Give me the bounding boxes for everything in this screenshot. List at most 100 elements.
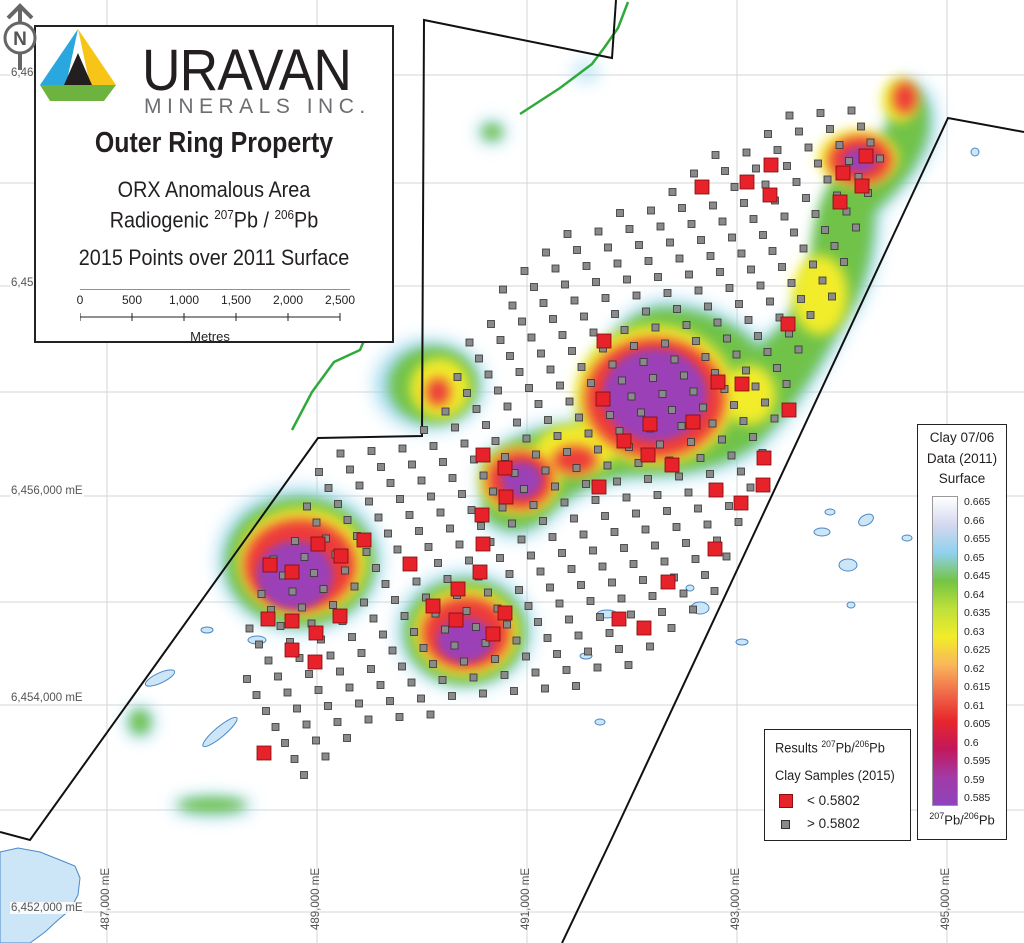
legend-value: 0.595 bbox=[964, 755, 991, 767]
property-title: Outer Ring Property bbox=[94, 127, 334, 159]
clay-sample-point bbox=[594, 227, 603, 236]
surface-legend: Clay 07/06 Data (2011) Surface 0.665 0.66… bbox=[917, 424, 1007, 840]
clay-sample-point bbox=[751, 382, 760, 391]
clay-sample-point bbox=[405, 511, 414, 519]
legend-color-ramp bbox=[932, 496, 958, 806]
clay-sample-point-low bbox=[756, 450, 772, 466]
clay-sample-point bbox=[580, 312, 588, 321]
clay-sample-point bbox=[424, 543, 433, 551]
clay-sample-point bbox=[475, 354, 483, 363]
clay-sample-point bbox=[697, 236, 705, 244]
scale-units: Metres bbox=[190, 329, 230, 344]
clay-sample-point bbox=[651, 323, 660, 332]
clay-sample-point bbox=[749, 215, 758, 223]
clay-sample-point bbox=[496, 336, 505, 344]
clay-sample-point bbox=[541, 684, 549, 693]
clay-sample-point bbox=[615, 427, 624, 435]
easting-label: 495,000 mE bbox=[940, 867, 952, 930]
clay-sample-point bbox=[675, 472, 683, 481]
clay-sample-point bbox=[276, 622, 285, 630]
clay-sample-point bbox=[584, 429, 593, 438]
clay-sample-point bbox=[668, 188, 677, 196]
clay-sample-point bbox=[429, 442, 438, 450]
clay-sample-point-low bbox=[307, 654, 323, 670]
survey-title: 2015 Points over 2011 Surface bbox=[78, 245, 350, 270]
clay-sample-point bbox=[691, 555, 700, 563]
clay-sample-point bbox=[515, 368, 524, 376]
scale-bar: 0 500 1,000 1,500 2,000 2,500 Metres bbox=[77, 289, 360, 349]
clay-sample-point bbox=[288, 587, 297, 596]
clay-sample-point bbox=[448, 692, 456, 700]
clay-sample-point bbox=[649, 374, 657, 382]
clay-sample-point bbox=[783, 162, 791, 170]
clay-sample-point bbox=[463, 389, 471, 397]
clay-sample-point bbox=[658, 390, 667, 398]
clay-sample-point bbox=[491, 655, 499, 663]
clay-sample-point bbox=[601, 512, 609, 520]
clay-sample-point bbox=[605, 629, 614, 637]
clay-sample-point bbox=[395, 713, 404, 721]
clay-sample-point bbox=[713, 318, 722, 327]
clay-sample-point bbox=[565, 615, 573, 624]
clay-sample-point-low bbox=[707, 541, 723, 557]
clay-sample-point-low bbox=[497, 605, 513, 621]
clay-sample-point bbox=[710, 587, 719, 595]
clay-sample-point bbox=[603, 461, 612, 470]
legend-value: 0.62 bbox=[964, 662, 985, 675]
clay-sample-point bbox=[543, 634, 552, 642]
clay-sample-point bbox=[398, 444, 407, 453]
clay-sample-point bbox=[565, 397, 574, 406]
clay-sample-point bbox=[622, 493, 631, 502]
clay-sample-point bbox=[787, 279, 796, 287]
clay-sample-point bbox=[388, 646, 397, 655]
clay-sample-point-low bbox=[640, 447, 656, 463]
samples-above-threshold bbox=[243, 106, 884, 779]
clay-sample-point bbox=[667, 624, 676, 632]
clay-sample-point bbox=[840, 258, 848, 266]
clay-sample-point bbox=[386, 697, 394, 705]
clay-sample-point bbox=[345, 683, 354, 692]
clay-sample-point bbox=[742, 148, 751, 157]
clay-sample-point bbox=[491, 437, 500, 445]
clay-sample-point bbox=[718, 435, 726, 444]
clay-sample-point bbox=[582, 480, 590, 488]
clay-sample-point bbox=[555, 599, 564, 608]
clay-sample-point-low bbox=[755, 477, 771, 493]
clay-sample-point bbox=[467, 506, 476, 514]
clay-sample-point bbox=[312, 518, 321, 527]
clay-sample-point bbox=[778, 263, 786, 271]
clay-sample-point bbox=[302, 720, 311, 729]
clay-sample-point bbox=[620, 326, 629, 334]
clay-sample-point-low bbox=[739, 174, 755, 190]
easting-label: 489,000 mE bbox=[310, 867, 322, 930]
clay-sample-point bbox=[324, 484, 333, 492]
clay-sample-point bbox=[364, 715, 373, 724]
clay-sample-point bbox=[637, 408, 645, 417]
clay-sample-point bbox=[377, 463, 385, 471]
clay-sample-point bbox=[678, 204, 686, 212]
clay-sample-point-low bbox=[616, 433, 632, 449]
clay-sample-point bbox=[500, 671, 509, 679]
clay-sample-point bbox=[503, 402, 512, 411]
clay-sample-point bbox=[615, 645, 623, 653]
clay-sample-point bbox=[809, 260, 817, 269]
clay-sample-point bbox=[680, 371, 688, 380]
clay-sample-point bbox=[641, 525, 650, 534]
clay-sample-point bbox=[481, 639, 490, 647]
clay-sample-point-low bbox=[710, 374, 726, 390]
clay-sample-point bbox=[462, 607, 471, 615]
clay-sample-point bbox=[632, 291, 641, 300]
clay-sample-point bbox=[436, 508, 445, 517]
clay-sample-point bbox=[527, 333, 536, 342]
clay-sample-point-low bbox=[497, 460, 513, 476]
clay-sample-point bbox=[730, 401, 738, 409]
clay-sample-point bbox=[816, 109, 825, 117]
clay-sample-point bbox=[764, 130, 772, 138]
clay-sample-point-low bbox=[498, 489, 514, 505]
clay-sample-point bbox=[752, 164, 760, 173]
clay-sample-point bbox=[744, 316, 753, 324]
legend-value: 0.6 bbox=[964, 736, 979, 749]
clay-sample-point bbox=[634, 459, 643, 467]
